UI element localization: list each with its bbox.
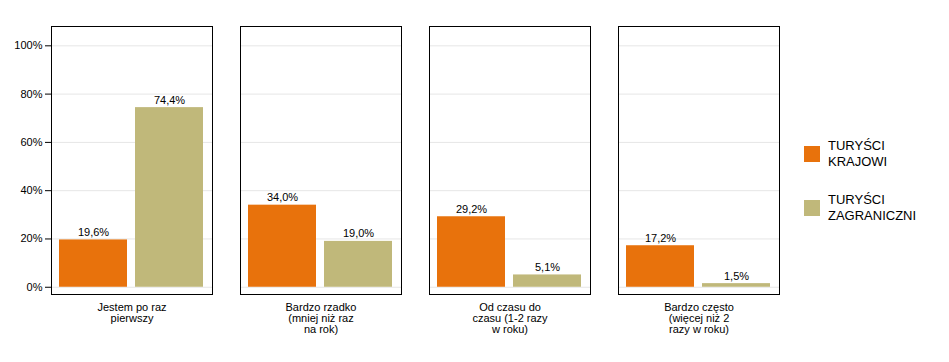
svg-text:19,6%: 19,6% [78, 226, 109, 238]
svg-text:Jestem po razpierwszy: Jestem po razpierwszy [97, 301, 166, 324]
svg-text:0%: 0% [27, 281, 43, 293]
svg-text:Od czasu doczasu (1-2 razyw ro: Od czasu doczasu (1-2 razyw roku) [472, 301, 548, 335]
svg-text:17,2%: 17,2% [645, 232, 676, 244]
html-text:TURYŚCI ZAGRANICZNI: TURYŚCI ZAGRANICZNI [828, 192, 917, 224]
svg-text:19,0%: 19,0% [343, 227, 374, 239]
svg-text:74,4%: 74,4% [154, 94, 185, 106]
svg-text:1,5%: 1,5% [724, 270, 749, 282]
svg-text:80%: 80% [20, 88, 42, 100]
svg-text:Bardzo często(więcej niż 2razy: Bardzo często(więcej niż 2razy w roku) [664, 301, 734, 335]
svg-text:29,2%: 29,2% [456, 203, 487, 215]
svg-text:20%: 20% [20, 232, 42, 244]
html-text:TURYŚCI KRAJOWI: TURYŚCI KRAJOWI [828, 137, 888, 169]
svg-text:40%: 40% [20, 184, 42, 196]
svg-text:100%: 100% [14, 39, 42, 51]
svg-text:5,1%: 5,1% [535, 261, 560, 273]
svg-text:34,0%: 34,0% [267, 191, 298, 203]
svg-text:Bardzo rzadko(mniej niż razna: Bardzo rzadko(mniej niż razna rok) [286, 301, 357, 335]
svg-text:60%: 60% [20, 136, 42, 148]
